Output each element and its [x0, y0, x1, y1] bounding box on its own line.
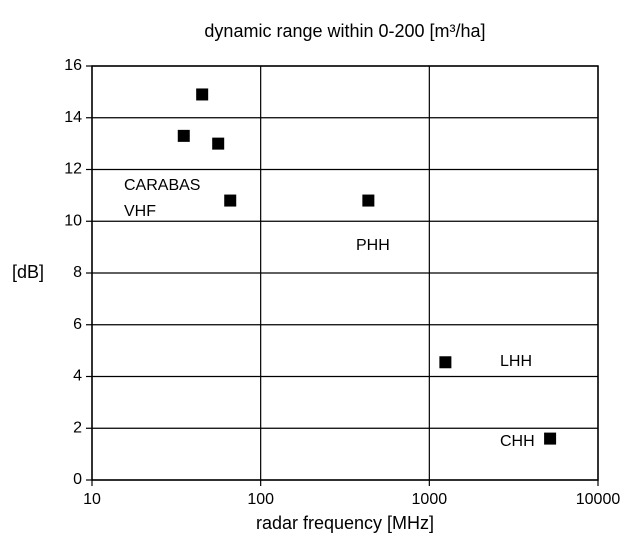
y-tick-label: 12	[64, 161, 82, 178]
annotation: CARABAS	[124, 177, 200, 194]
plot-frame	[91, 65, 599, 481]
y-tick-label: 4	[73, 368, 82, 385]
point	[212, 137, 225, 150]
y-tick-label: 6	[73, 316, 82, 333]
y-tick-label: 14	[64, 109, 82, 126]
point	[439, 356, 452, 369]
annotation: VHF	[124, 203, 156, 220]
y-axis-label: [dB]	[12, 262, 44, 282]
point	[362, 194, 375, 207]
annotation: CHH	[500, 433, 535, 450]
x-tick-label: 1000	[412, 491, 448, 508]
x-tick-label: 10000	[576, 491, 621, 508]
annotation: LHH	[500, 353, 532, 370]
y-tick-label: 0	[73, 471, 82, 488]
point	[196, 88, 209, 101]
chart-title: dynamic range within 0-200 [m³/ha]	[204, 21, 485, 41]
x-tick-label: 10	[83, 491, 101, 508]
point	[224, 194, 237, 207]
point	[544, 432, 557, 445]
y-tick-label: 8	[73, 264, 82, 281]
point	[177, 129, 190, 142]
y-tick-label: 10	[64, 212, 82, 229]
annotation: PHH	[356, 237, 390, 254]
x-tick-label: 100	[247, 491, 274, 508]
y-tick-label: 2	[73, 419, 82, 436]
x-axis-label: radar frequency [MHz]	[256, 513, 434, 533]
y-tick-label: 16	[64, 57, 82, 74]
